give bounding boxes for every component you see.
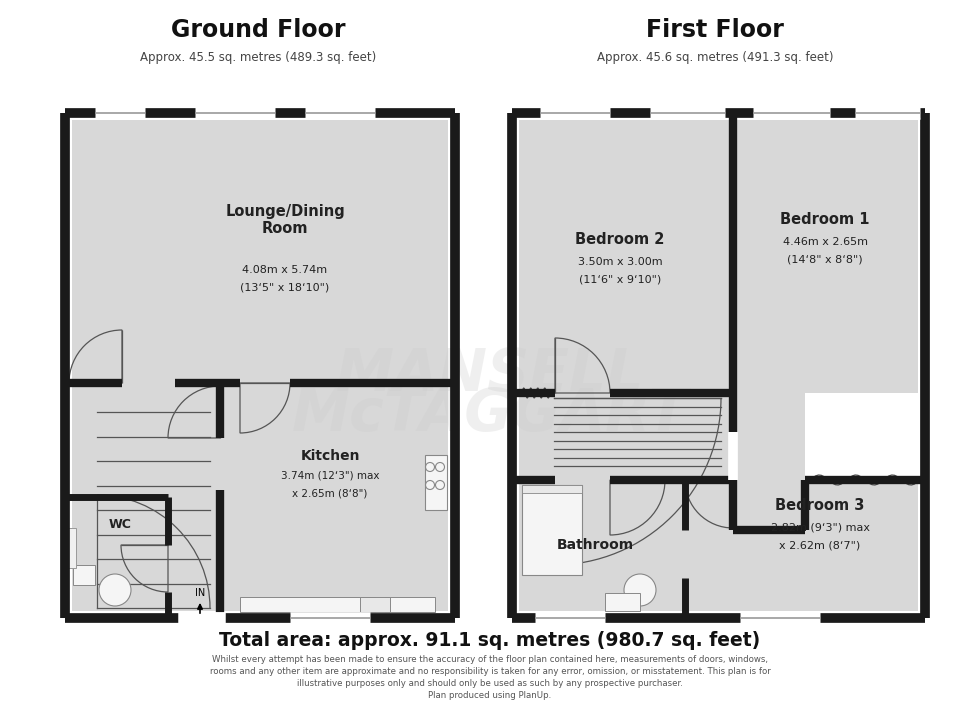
Text: Bedroom 1: Bedroom 1 bbox=[780, 212, 870, 228]
Text: x 2.62m (8‘7"): x 2.62m (8‘7") bbox=[779, 540, 860, 550]
Bar bbox=[733, 120, 918, 393]
Text: Bedroom 3: Bedroom 3 bbox=[775, 498, 864, 513]
Bar bbox=[519, 120, 733, 393]
Text: MANSELL: MANSELL bbox=[336, 347, 644, 404]
Circle shape bbox=[99, 574, 131, 606]
Bar bbox=[240, 597, 375, 612]
Bar bbox=[522, 485, 582, 493]
Text: IN: IN bbox=[195, 588, 205, 598]
Text: (13‘5" x 18‘10"): (13‘5" x 18‘10") bbox=[240, 283, 329, 293]
Text: Bedroom 2: Bedroom 2 bbox=[575, 233, 664, 248]
Bar bbox=[685, 480, 918, 611]
Text: Approx. 45.5 sq. metres (489.3 sq. feet): Approx. 45.5 sq. metres (489.3 sq. feet) bbox=[140, 51, 376, 63]
Text: Whilst every attempt has been made to ensure the accuracy of the floor plan cont: Whilst every attempt has been made to en… bbox=[212, 656, 768, 664]
Bar bbox=[385, 597, 435, 612]
Text: Plan produced using PlanUp.: Plan produced using PlanUp. bbox=[428, 691, 552, 701]
Bar bbox=[519, 393, 733, 480]
Circle shape bbox=[624, 574, 656, 606]
Text: Kitchen: Kitchen bbox=[300, 449, 360, 463]
Bar bbox=[72, 383, 220, 611]
Text: (11‘6" x 9‘10"): (11‘6" x 9‘10") bbox=[579, 275, 662, 285]
Bar bbox=[522, 485, 582, 575]
Text: 3.50m x 3.00m: 3.50m x 3.00m bbox=[577, 257, 662, 267]
Bar bbox=[733, 393, 805, 530]
Text: rooms and any other item are approximate and no responsibility is taken for any : rooms and any other item are approximate… bbox=[210, 668, 770, 676]
Bar bbox=[72, 497, 168, 611]
Bar bbox=[220, 383, 448, 611]
Text: 3.74m (12‘3") max: 3.74m (12‘3") max bbox=[280, 471, 379, 481]
Text: Bathroom: Bathroom bbox=[557, 538, 633, 552]
Bar bbox=[425, 455, 447, 510]
Bar bbox=[73, 565, 95, 585]
Bar bbox=[68, 528, 76, 568]
Text: Ground Floor: Ground Floor bbox=[171, 18, 345, 42]
Text: McTAGGART: McTAGGART bbox=[292, 387, 688, 444]
Bar bbox=[519, 480, 685, 611]
Text: illustrative purposes only and should only be used as such by any prospective pu: illustrative purposes only and should on… bbox=[297, 679, 683, 689]
Text: 2.82m (9‘3") max: 2.82m (9‘3") max bbox=[770, 522, 869, 532]
Text: Approx. 45.6 sq. metres (491.3 sq. feet): Approx. 45.6 sq. metres (491.3 sq. feet) bbox=[597, 51, 833, 63]
Text: 4.08m x 5.74m: 4.08m x 5.74m bbox=[242, 265, 327, 275]
Bar bbox=[605, 593, 640, 611]
Text: (14‘8" x 8‘8"): (14‘8" x 8‘8") bbox=[787, 255, 862, 265]
Bar bbox=[72, 120, 448, 383]
Text: 4.46m x 2.65m: 4.46m x 2.65m bbox=[782, 237, 867, 247]
Text: Total area: approx. 91.1 sq. metres (980.7 sq. feet): Total area: approx. 91.1 sq. metres (980… bbox=[220, 631, 760, 649]
Text: WC: WC bbox=[109, 518, 131, 531]
Text: Lounge/Dining
Room: Lounge/Dining Room bbox=[225, 204, 345, 236]
Bar bbox=[360, 597, 390, 612]
Text: First Floor: First Floor bbox=[646, 18, 784, 42]
Text: x 2.65m (8‘8"): x 2.65m (8‘8") bbox=[292, 489, 368, 499]
